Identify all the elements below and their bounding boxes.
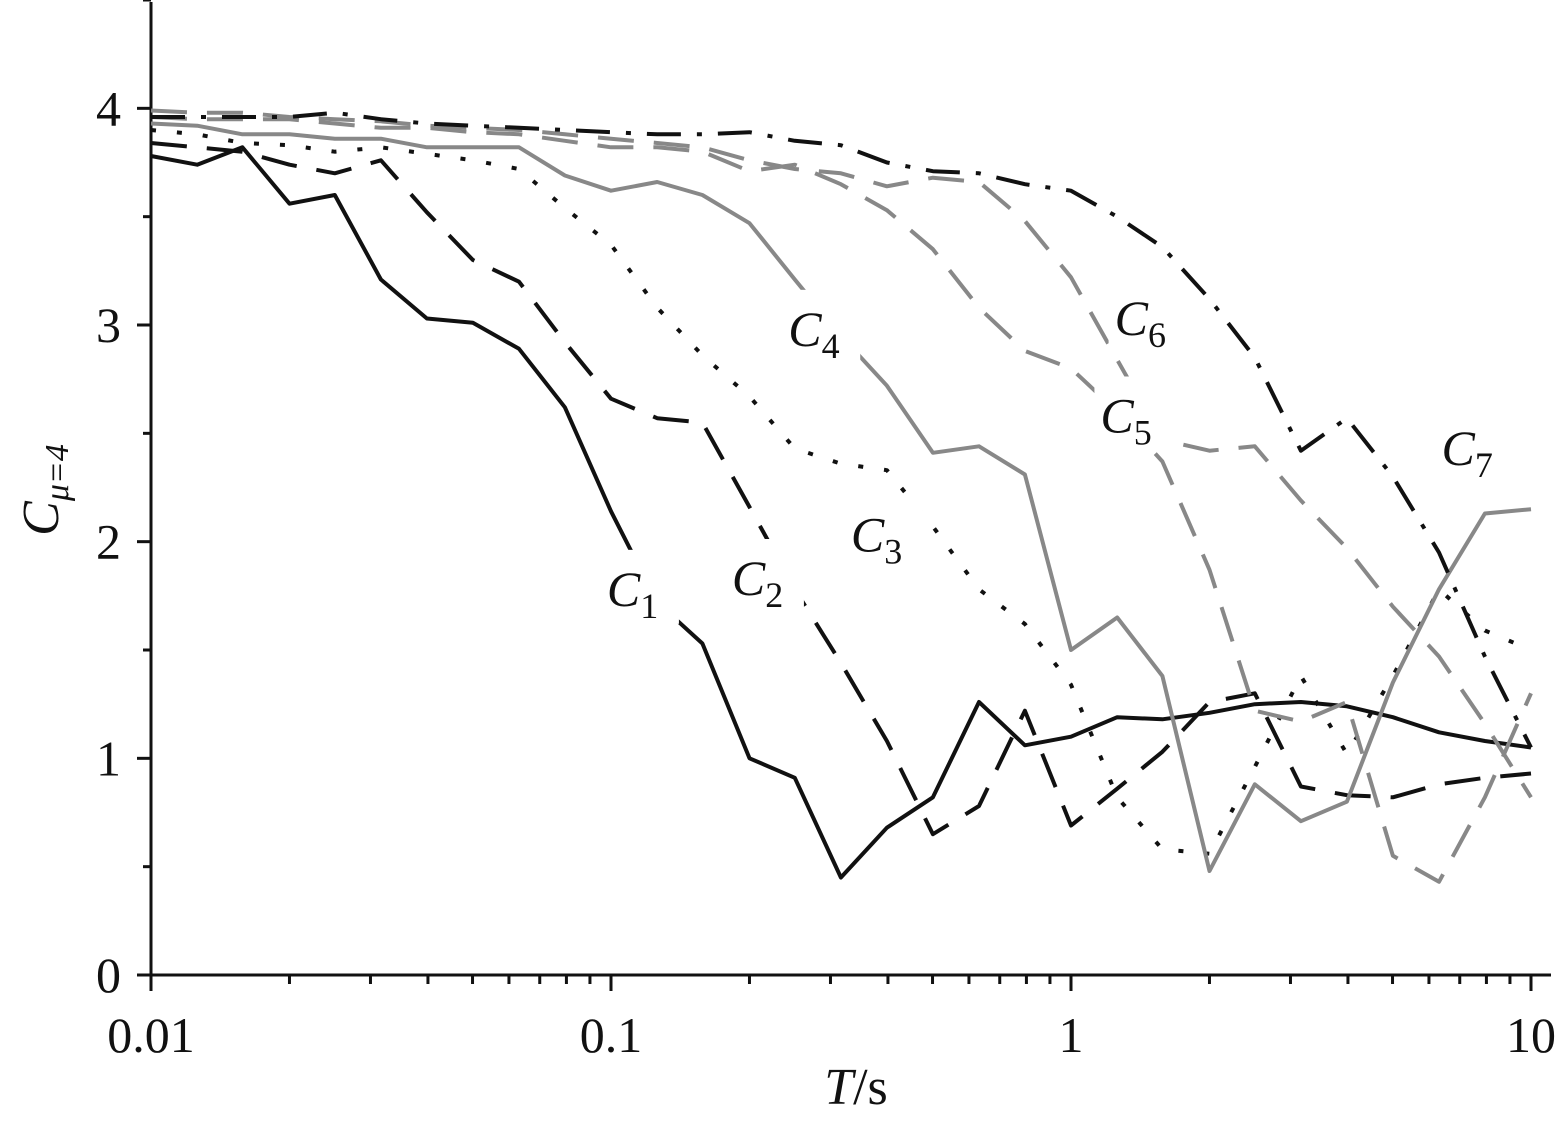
series-label-3: C3 [851, 507, 902, 572]
series-label-sub: 1 [640, 586, 658, 626]
series-label-6: C6 [1115, 290, 1166, 355]
series-label-main: C [1100, 388, 1134, 444]
series-line-6 [150, 108, 1533, 799]
annotation-bg [844, 495, 923, 570]
series-label-main: C [788, 301, 822, 357]
series-layer [150, 108, 1533, 884]
y-tick-label: 0 [96, 947, 121, 1003]
annotation-bg [1435, 409, 1514, 483]
y-tick-label: 1 [96, 730, 121, 786]
series-line-7 [151, 110, 1533, 749]
annotation-bg [1094, 376, 1173, 451]
x-axis-label-italic: T [824, 1059, 856, 1116]
tick-label-layer: 0 1 2 3 4 0.01 0.1 1 10 [96, 80, 1556, 1063]
y-tick-label: 4 [96, 80, 121, 136]
x-axis-label-rest: /s [853, 1059, 888, 1116]
x-tick-label: 1 [1059, 1007, 1084, 1063]
series-label-1: C1 [607, 561, 658, 626]
y-axis-label-sub: μ=4 [39, 444, 76, 502]
series-label-main: C [732, 550, 766, 606]
series-label-main: C [1442, 420, 1476, 476]
annotation-bg [782, 289, 861, 364]
y-axis-label-main: C [13, 500, 70, 536]
series-label-7: C7 [1442, 420, 1493, 485]
series-label-main: C [851, 507, 885, 563]
annotation-bg [600, 549, 679, 624]
annotation-bg [1108, 279, 1187, 353]
series-line-5 [150, 115, 1533, 884]
series-label-4: C4 [788, 301, 839, 366]
series-label-2: C2 [732, 550, 783, 615]
series-label-sub: 4 [822, 326, 840, 366]
axes [137, 0, 1551, 991]
series-line-2 [150, 141, 1532, 837]
series-label-5: C5 [1100, 388, 1151, 453]
y-tick-label: 3 [96, 297, 121, 353]
series-label-main: C [1115, 290, 1149, 346]
series-label-sub: 2 [765, 575, 783, 615]
series-label-main: C [607, 561, 641, 617]
series-label-sub: 7 [1475, 445, 1493, 485]
series-label-sub: 3 [884, 532, 902, 572]
series-line-1 [150, 145, 1532, 880]
series-label-sub: 6 [1148, 315, 1166, 355]
x-tick-label: 0.1 [580, 1007, 643, 1063]
x-tick-label: 0.01 [107, 1007, 195, 1063]
series-label-sub: 5 [1134, 413, 1152, 453]
x-tick-label: 10 [1506, 1007, 1556, 1063]
x-axis-label: T/s [824, 1059, 888, 1116]
y-tick-label: 2 [96, 514, 121, 570]
annotation-bg [725, 539, 804, 613]
y-axis-label: Cμ=4 [13, 444, 76, 536]
